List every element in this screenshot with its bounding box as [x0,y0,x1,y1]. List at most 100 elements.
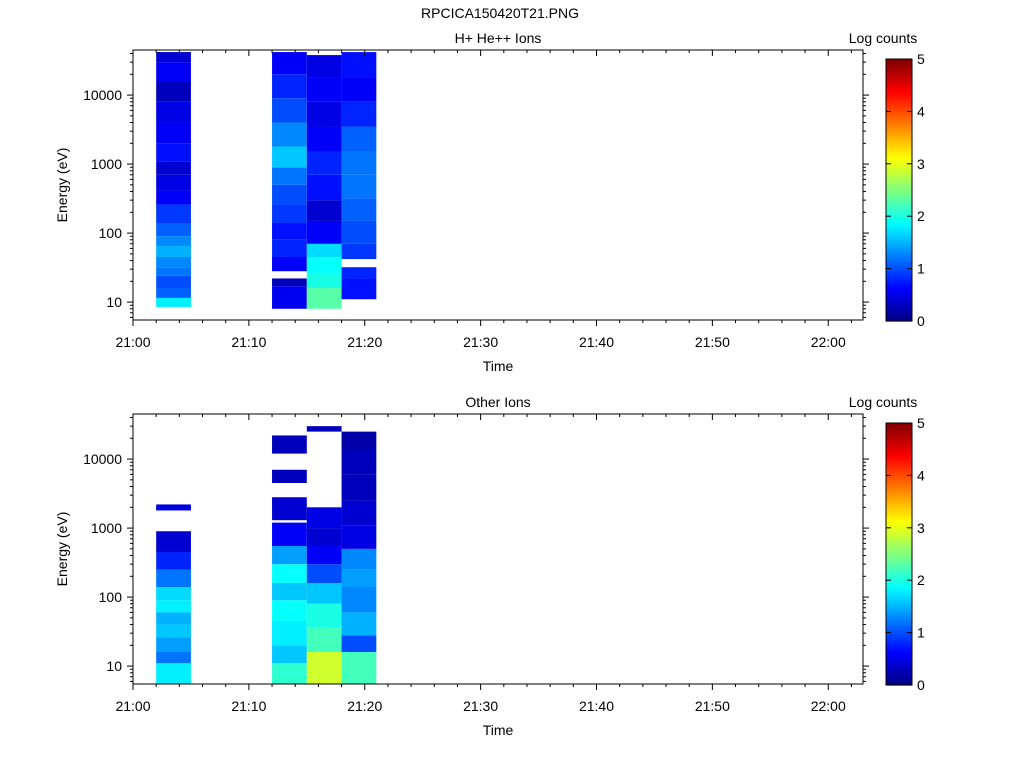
colorbar-segment [886,427,912,431]
colorbar-segment [886,634,912,638]
spectrogram-cell [156,586,191,601]
spectrogram-cell [156,600,191,613]
spectrogram-cell [272,204,307,223]
spectrogram-cell [156,204,191,223]
colorbar-segment [886,674,912,677]
colorbar-segment [886,503,912,507]
colorbar-segment [886,623,912,627]
colorbar-segment [886,676,912,680]
spectrogram-cell [306,55,342,78]
spectrogram-cell [272,600,307,622]
colorbar-segment [886,549,912,553]
colorbar-segment [886,296,912,300]
colorbar-tick-label: 2 [917,208,925,224]
colorbar-segment [886,255,912,259]
colorbar-segment [886,534,912,538]
panel-title: Other Ions [465,394,530,410]
colorbar-segment [886,423,912,426]
spectrogram-cell [306,528,342,546]
colorbar [886,423,912,686]
colorbar-segment [886,477,912,481]
colorbar-segment [886,481,912,485]
colorbar-label: Log counts [849,394,918,410]
colorbar-label: Log counts [849,30,918,46]
x-tick-label: 21:20 [347,698,382,714]
colorbar-segment [886,128,912,132]
colorbar-segment [886,573,912,577]
colorbar-segment [886,89,912,93]
colorbar-segment [886,314,912,318]
colorbar-segment [886,168,912,171]
colorbar-segment [886,505,912,509]
colorbar-segment [886,67,912,71]
colorbar-segment [886,471,912,474]
colorbar-tick-label: 3 [917,520,925,536]
colorbar-segment [886,473,912,476]
spectrogram-cell [341,278,377,300]
spectrogram-cell [156,637,191,652]
colorbar-segment [886,152,912,156]
spectrogram-cell [306,273,342,288]
colorbar-segment [886,161,912,165]
colorbar-tick-label: 3 [917,156,925,172]
colorbar-frame [885,422,913,686]
spectrogram-cell [156,190,191,205]
colorbar-segment [886,318,912,322]
colorbar-segment [886,155,912,158]
colorbar-segment [886,220,912,224]
colorbar-segment [886,536,912,540]
spectrogram-cell [306,126,342,152]
colorbar-segment [886,137,912,141]
colorbar-segment [886,87,912,91]
colorbar-segment [886,253,912,257]
colorbar-tick-label: 1 [917,625,925,641]
colorbar-segment [886,556,912,559]
colorbar-segment [886,510,912,514]
colorbar-segment [886,235,912,239]
spectrogram-cell [306,220,342,244]
colorbar-segment [886,492,912,496]
colorbar-segment [886,83,912,86]
colorbar-segment [886,523,912,527]
colorbar-segment [886,120,912,123]
colorbar-segment [886,65,912,69]
colorbar-segment [886,466,912,470]
spectrogram-cell [306,243,342,258]
colorbar-segment [886,224,912,228]
colorbar-segment [886,233,912,237]
spectrogram-cell [272,167,307,185]
x-tick-label: 22:00 [811,698,846,714]
spectrogram-cell [341,651,377,684]
spectrogram-cell [156,612,191,625]
spectrogram-cell [341,569,377,587]
colorbar-segment [886,444,912,448]
colorbar-segment [886,608,912,612]
colorbar-segment [886,244,912,248]
y-axis-label: Energy (eV) [54,148,70,223]
colorbar-segment [886,185,912,189]
colorbar-segment [886,438,912,442]
plot-frame [132,413,864,685]
y-axis-label: Energy (eV) [54,512,70,587]
other-ions-spectrogram: 21:00 21:10 21:20 21:30 21:40 21:50 22:0010100… [54,394,925,738]
spectrogram-cell [156,174,191,191]
colorbar-segment [886,639,912,642]
colorbar-segment [886,497,912,501]
y-tick-label: 10 [106,658,122,674]
colorbar-segment [886,288,912,292]
colorbar-segment [886,560,912,564]
x-tick-label: 21:30 [463,698,498,714]
colorbar-segment [886,529,912,533]
spectrogram-cell [156,236,191,246]
spectrogram-cells [156,426,377,684]
colorbar-segment [886,148,912,152]
colorbar-segment [886,488,912,492]
colorbar-segment [886,516,912,520]
spectrogram-cell [156,52,191,63]
colorbar-segment [886,558,912,562]
spectrogram-cell [341,431,377,449]
colorbar-segment [886,490,912,494]
colorbar-segment [886,126,912,130]
colorbar-segment [886,227,912,230]
colorbar-segment [886,580,912,583]
